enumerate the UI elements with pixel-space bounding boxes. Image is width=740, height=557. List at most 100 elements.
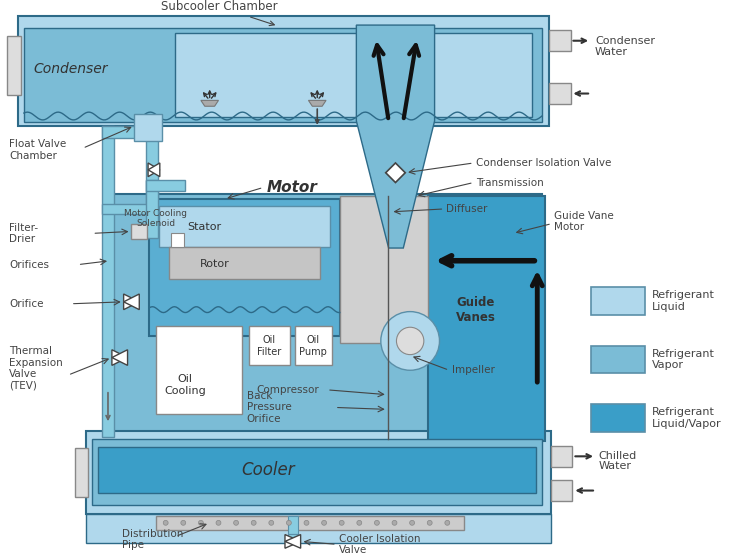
- Bar: [170, 233, 184, 247]
- Text: Condenser: Condenser: [595, 36, 655, 46]
- Text: Filter-
Drier: Filter- Drier: [9, 223, 38, 244]
- Text: Condenser: Condenser: [33, 62, 108, 76]
- Bar: [87, 431, 551, 514]
- Circle shape: [397, 328, 424, 355]
- Circle shape: [392, 520, 397, 525]
- Bar: [7, 36, 21, 95]
- Text: Oil
Cooling: Oil Cooling: [164, 374, 206, 395]
- Polygon shape: [386, 163, 406, 183]
- Text: Rotor: Rotor: [200, 258, 229, 268]
- Circle shape: [374, 520, 380, 525]
- Circle shape: [234, 520, 238, 525]
- Polygon shape: [124, 294, 139, 310]
- Text: Refrigerant
Liquid: Refrigerant Liquid: [652, 290, 715, 311]
- Circle shape: [357, 520, 362, 525]
- Circle shape: [339, 520, 344, 525]
- Bar: [112, 194, 542, 439]
- Bar: [92, 439, 542, 505]
- Bar: [149, 199, 340, 336]
- Text: Impeller: Impeller: [452, 365, 495, 375]
- Text: Oil
Pump: Oil Pump: [300, 335, 327, 356]
- Text: Stator: Stator: [188, 222, 222, 232]
- Bar: [551, 480, 573, 501]
- Text: Float Valve
Chamber: Float Valve Chamber: [9, 139, 67, 161]
- Polygon shape: [148, 163, 160, 177]
- Text: Condenser Isolation Valve: Condenser Isolation Valve: [476, 158, 611, 168]
- Bar: [75, 448, 88, 497]
- Bar: [288, 516, 297, 534]
- Circle shape: [410, 520, 414, 525]
- Bar: [549, 30, 571, 51]
- Bar: [132, 223, 147, 240]
- Bar: [340, 196, 428, 343]
- Bar: [24, 28, 542, 122]
- Circle shape: [252, 520, 256, 525]
- Bar: [146, 126, 158, 204]
- Bar: [249, 326, 290, 365]
- Bar: [591, 346, 645, 373]
- Polygon shape: [112, 350, 127, 365]
- Text: Motor: Motor: [266, 180, 317, 195]
- Circle shape: [269, 520, 274, 525]
- Bar: [102, 126, 136, 138]
- Bar: [146, 179, 158, 238]
- Text: Motor Cooling
Solenoid: Motor Cooling Solenoid: [124, 209, 187, 228]
- Text: Water: Water: [595, 47, 628, 57]
- Text: Diffuser: Diffuser: [446, 204, 488, 214]
- Text: Cooler: Cooler: [241, 461, 295, 479]
- Bar: [102, 204, 149, 214]
- Polygon shape: [124, 294, 139, 310]
- Circle shape: [322, 520, 326, 525]
- Polygon shape: [112, 350, 127, 365]
- Polygon shape: [148, 163, 160, 177]
- Text: Cooler Isolation
Valve: Cooler Isolation Valve: [339, 534, 420, 555]
- Text: Chilled: Chilled: [599, 451, 637, 461]
- Polygon shape: [201, 100, 218, 106]
- Circle shape: [198, 520, 204, 525]
- Text: Refrigerant
Vapor: Refrigerant Vapor: [652, 349, 715, 370]
- Polygon shape: [285, 535, 300, 548]
- Bar: [591, 287, 645, 315]
- Bar: [156, 326, 242, 414]
- Bar: [169, 247, 320, 279]
- Bar: [551, 446, 573, 467]
- Text: Subcooler Chamber: Subcooler Chamber: [161, 1, 278, 26]
- Bar: [549, 83, 571, 104]
- Circle shape: [427, 520, 432, 525]
- Text: Thermal
Expansion
Valve
(TEV): Thermal Expansion Valve (TEV): [9, 346, 63, 390]
- Text: Back
Pressure
Orifice: Back Pressure Orifice: [247, 391, 292, 424]
- Text: Transmission: Transmission: [476, 178, 543, 188]
- Bar: [87, 514, 551, 543]
- Polygon shape: [285, 535, 300, 548]
- Text: Distribution
Pipe: Distribution Pipe: [121, 529, 183, 550]
- Circle shape: [304, 520, 309, 525]
- Text: Guide
Vanes: Guide Vanes: [456, 296, 496, 324]
- Bar: [102, 126, 114, 437]
- Circle shape: [286, 520, 292, 525]
- Bar: [428, 196, 545, 441]
- Bar: [18, 16, 549, 126]
- Text: Compressor: Compressor: [257, 385, 320, 395]
- Bar: [175, 33, 532, 117]
- Text: Oil
Filter: Oil Filter: [258, 335, 281, 356]
- Text: Refrigerant
Liquid/Vapor: Refrigerant Liquid/Vapor: [652, 407, 722, 429]
- Bar: [156, 516, 464, 530]
- Bar: [591, 404, 645, 432]
- Circle shape: [381, 311, 440, 370]
- Polygon shape: [309, 100, 326, 106]
- Text: Guide Vane
Motor: Guide Vane Motor: [554, 211, 613, 232]
- Bar: [135, 114, 162, 141]
- Bar: [288, 534, 297, 541]
- Text: Orifices: Orifices: [9, 260, 50, 270]
- Text: Water: Water: [599, 461, 632, 471]
- Bar: [295, 326, 332, 365]
- Circle shape: [216, 520, 221, 525]
- Polygon shape: [357, 25, 434, 248]
- Bar: [98, 447, 536, 494]
- Circle shape: [445, 520, 450, 525]
- Circle shape: [181, 520, 186, 525]
- Bar: [146, 179, 185, 191]
- Text: Orifice: Orifice: [9, 299, 44, 309]
- Bar: [159, 206, 330, 247]
- Circle shape: [164, 520, 168, 525]
